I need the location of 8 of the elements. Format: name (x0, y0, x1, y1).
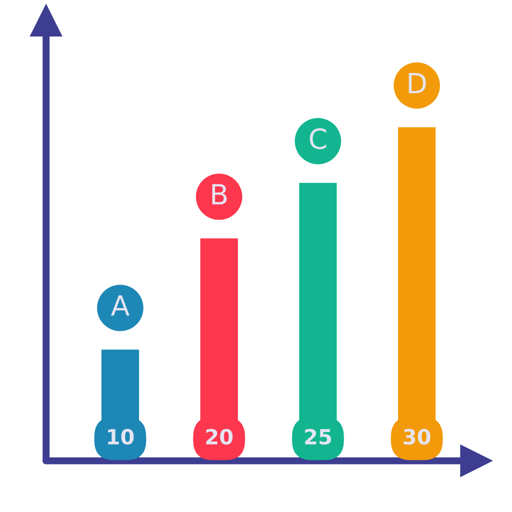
data-label: 30 (404, 428, 430, 445)
x-tick-label: D (408, 72, 426, 94)
x-tick-label: C (310, 128, 326, 150)
x-tick-label: A (110, 295, 130, 316)
data-label: 25 (305, 428, 332, 445)
x-tick-label: B (212, 184, 227, 204)
data-label: 20 (206, 428, 233, 445)
data-label: 10 (108, 428, 134, 445)
